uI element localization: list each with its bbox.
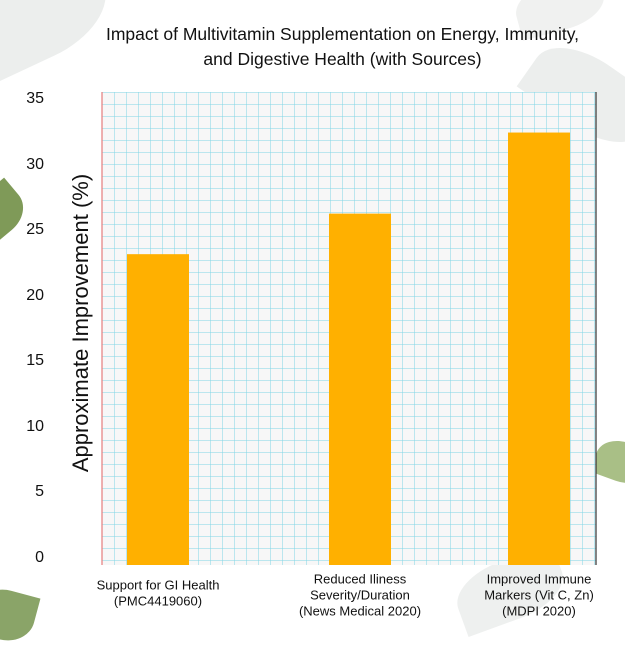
y-tick-label: 30 [26, 156, 44, 173]
x-category-label: (MDPI 2020) [502, 603, 576, 618]
x-category-label: Severity/Duration [310, 587, 410, 602]
chart-title: Impact of Multivitamin Supplementation o… [0, 22, 625, 72]
chart-title-line: and Digestive Health (with Sources) [203, 49, 482, 69]
y-tick-label: 5 [35, 483, 44, 500]
x-category-label: Improved Immune [487, 571, 592, 586]
y-tick-label: 20 [26, 287, 44, 304]
y-tick-label: 15 [26, 352, 44, 369]
x-category-label: (News Medical 2020) [299, 603, 421, 618]
chart-title-line: Impact of Multivitamin Supplementation o… [105, 24, 580, 44]
x-category-label: Markers (Vit C, Zn) [484, 587, 594, 602]
y-tick-label: 0 [35, 549, 44, 566]
x-category-label: (PMC4419060) [114, 593, 202, 608]
bar [508, 132, 570, 566]
bar-chart: 0 5 10 15 20 25 30 35 Support for GI Health(PMC… [26, 90, 597, 618]
x-category-label: Reduced Iliness [314, 571, 407, 586]
y-tick-label: 35 [26, 90, 44, 107]
bars [127, 132, 570, 566]
bar [329, 213, 391, 565]
bar [127, 254, 189, 565]
category-labels: Support for GI Health(PMC4419060) Reduced… [97, 571, 594, 618]
y-tick-label: 10 [26, 418, 44, 435]
x-category-label: Support for GI Health [97, 577, 220, 592]
y-tick-labels: 0 5 10 15 20 25 30 35 [26, 90, 44, 566]
y-tick-label: 25 [26, 221, 44, 238]
